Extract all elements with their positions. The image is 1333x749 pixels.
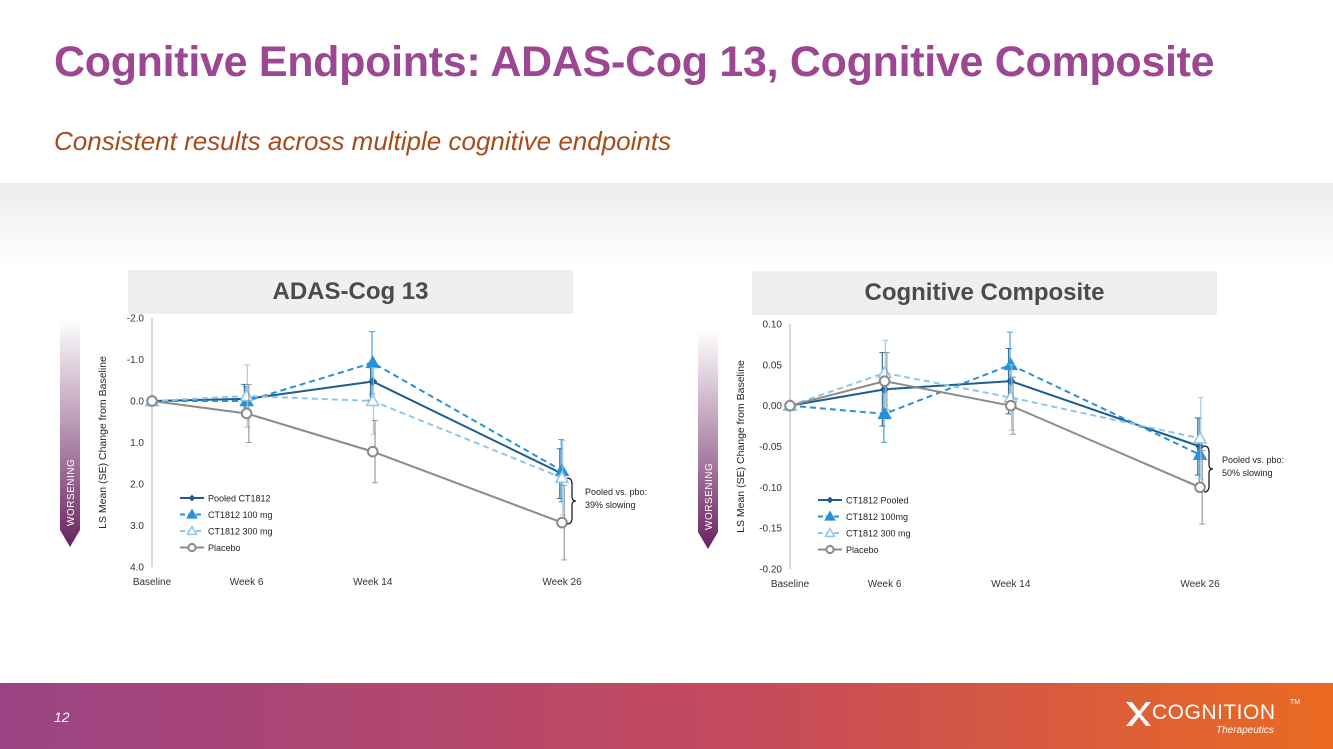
data-point xyxy=(365,393,381,407)
series-line xyxy=(152,361,563,472)
series-line xyxy=(789,363,1201,456)
y-tick-label: 2.0 xyxy=(130,480,144,491)
worsening-arrow-left: WORSENING xyxy=(60,318,80,547)
data-point xyxy=(824,510,836,521)
data-point xyxy=(825,544,835,555)
legend-label: CT1812 100 mg xyxy=(208,510,273,520)
series-line xyxy=(789,380,1201,489)
legend-label: Placebo xyxy=(846,545,879,555)
slide-title: Cognitive Endpoints: ADAS-Cog 13, Cognit… xyxy=(54,38,1215,86)
plot-area xyxy=(152,318,562,567)
y-tick-label: -0.15 xyxy=(759,524,782,535)
footer-bar xyxy=(0,683,1333,749)
y-tick-label: 0.10 xyxy=(763,320,783,331)
data-point xyxy=(1192,447,1208,460)
y-axis-title: LS Mean (SE) Change from Baseline xyxy=(97,356,109,529)
y-tick-label: -2.0 xyxy=(127,314,145,325)
data-point xyxy=(1003,357,1019,371)
background-band xyxy=(0,183,1333,268)
y-tick-label: 0.05 xyxy=(763,360,783,371)
data-point xyxy=(1195,442,1205,451)
page-number: 12 xyxy=(54,709,70,725)
data-point xyxy=(784,399,796,412)
legend-label: Pooled CT1812 xyxy=(208,494,271,504)
series-placebo xyxy=(146,383,568,561)
legend-label: CT1812 300 mg xyxy=(208,527,273,537)
data-point xyxy=(554,470,570,484)
data-point xyxy=(826,496,834,504)
x-tick-label: Week 26 xyxy=(542,577,582,588)
chart-adas-cog: -2.0 -1.0 0.0 1.0 2.0 3.0 4.0 LS Mean (SE) Chan… xyxy=(97,314,647,589)
worsening-arrow-right: WORSENING xyxy=(698,330,718,549)
annotation-brace xyxy=(1203,445,1214,493)
series-line xyxy=(151,395,563,479)
series-placebo xyxy=(784,352,1206,525)
panel-header-adas: ADAS-Cog 13 xyxy=(128,270,573,314)
legend-label: CT1812 100mg xyxy=(846,512,908,522)
slide-subtitle: Consistent results across multiple cogni… xyxy=(54,126,672,156)
x-tick-label: Week 6 xyxy=(868,579,902,590)
data-point xyxy=(186,524,198,536)
data-point xyxy=(146,395,158,407)
chart-cognitive-composite: 0.10 0.05 0.00 -0.05 -0.10 -0.15 -0.20 LS Mean … xyxy=(735,320,1284,591)
company-logo: COGNITION TM Therapeutics xyxy=(1124,697,1304,741)
y-tick-label: 0.00 xyxy=(763,401,783,412)
logo-name: COGNITION xyxy=(1152,701,1276,724)
data-point xyxy=(187,542,197,553)
x-tick-label: Baseline xyxy=(133,577,172,588)
y-tick-label: 1.0 xyxy=(130,438,144,449)
data-point xyxy=(824,526,836,538)
data-point xyxy=(1004,399,1017,412)
data-point xyxy=(877,406,892,420)
x-tick-label: Week 14 xyxy=(353,577,393,588)
data-point xyxy=(186,508,198,519)
y-tick-label: 3.0 xyxy=(130,521,144,532)
panel-header-composite: Cognitive Composite xyxy=(752,271,1217,315)
data-point xyxy=(240,407,253,420)
y-tick-label: 0.0 xyxy=(130,397,144,408)
legend-label: CT1812 Pooled xyxy=(846,496,909,506)
data-point xyxy=(878,375,891,387)
y-axis-title: LS Mean (SE) Change from Baseline xyxy=(735,360,747,533)
data-point xyxy=(368,376,378,386)
x-tick-label: Baseline xyxy=(771,579,810,590)
x-tick-label: Week 6 xyxy=(230,577,264,588)
annotation-text: Pooled vs. pbo: xyxy=(1222,455,1284,465)
series-line xyxy=(151,380,563,475)
annotation-text: 39% slowing xyxy=(585,500,636,510)
worsening-label-left: WORSENING xyxy=(66,459,77,526)
series-line xyxy=(789,371,1201,440)
legend-label: Placebo xyxy=(208,543,241,553)
data-point xyxy=(1194,481,1206,494)
x-tick-label: Week 14 xyxy=(991,579,1031,590)
data-point xyxy=(239,388,254,402)
annotation-text: 50% slowing xyxy=(1222,468,1273,478)
y-tick-label: 4.0 xyxy=(130,563,144,574)
y-tick-label: -0.20 xyxy=(759,565,782,576)
data-point xyxy=(366,445,379,458)
x-tick-label: Week 26 xyxy=(1180,579,1220,590)
logo-x-icon xyxy=(1126,702,1151,726)
data-point xyxy=(556,516,568,529)
logo-trademark: TM xyxy=(1290,699,1301,706)
worsening-label-right: WORSENING xyxy=(704,463,715,530)
legend-label: CT1812 300 mg xyxy=(846,529,911,539)
data-point xyxy=(188,494,196,502)
plot-area xyxy=(790,324,1200,569)
data-point xyxy=(1192,430,1208,444)
logo-tagline: Therapeutics xyxy=(1216,725,1274,736)
series-line xyxy=(151,400,563,524)
annotation-text: Pooled vs. pbo: xyxy=(585,487,647,497)
y-tick-label: -0.10 xyxy=(759,483,782,494)
annotation-brace xyxy=(566,477,577,525)
y-tick-label: -1.0 xyxy=(127,355,145,366)
y-tick-label: -0.05 xyxy=(759,442,782,453)
